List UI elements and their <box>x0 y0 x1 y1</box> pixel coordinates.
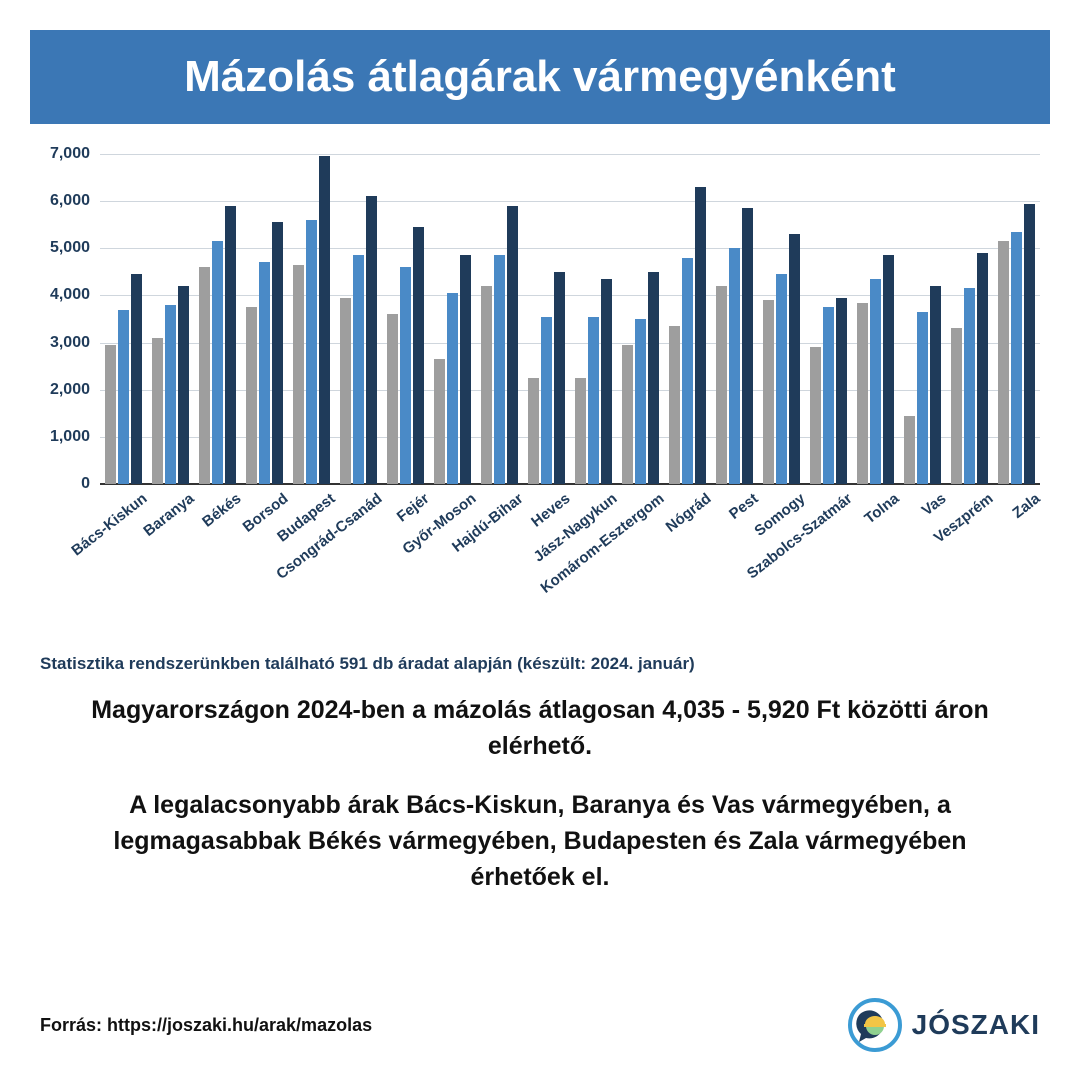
x-tick-label: Vas <box>918 490 949 519</box>
bar <box>635 319 646 484</box>
summary-line-2: A legalacsonyabb árak Bács-Kiskun, Baran… <box>60 787 1020 896</box>
bar <box>272 222 283 484</box>
bar <box>212 241 223 484</box>
bar <box>823 307 834 484</box>
title-bar: Mázolás átlagárak vármegyénként <box>30 30 1050 124</box>
bar <box>917 312 928 484</box>
y-tick-label: 7,000 <box>30 145 90 163</box>
bar <box>951 328 962 484</box>
bar <box>682 258 693 484</box>
bar <box>165 305 176 484</box>
summary-line-1: Magyarországon 2024-ben a mázolás átlago… <box>60 692 1020 765</box>
bar-chart: Bács-KiskunBaranyaBékésBorsodBudapestCso… <box>30 144 1050 634</box>
bar <box>776 274 787 484</box>
bar <box>413 227 424 484</box>
bar <box>447 293 458 484</box>
logo-icon <box>848 998 902 1052</box>
bar <box>810 347 821 484</box>
y-tick-label: 4,000 <box>30 286 90 304</box>
bar <box>695 187 706 484</box>
x-tick-label: Fejér <box>393 490 432 525</box>
bar <box>400 267 411 484</box>
bar <box>481 286 492 484</box>
y-tick-label: 0 <box>30 475 90 493</box>
y-tick-label: 2,000 <box>30 381 90 399</box>
bar <box>622 345 633 484</box>
bar <box>601 279 612 484</box>
bar <box>1024 204 1035 485</box>
bar <box>366 196 377 484</box>
bar <box>434 359 445 484</box>
bars-layer <box>100 154 1040 484</box>
bar <box>541 317 552 484</box>
bar <box>118 310 129 484</box>
x-tick-label: Nógrád <box>662 490 714 536</box>
x-tick-label: Tolna <box>861 490 902 527</box>
chart-container: Bács-KiskunBaranyaBékésBorsodBudapestCso… <box>30 144 1050 634</box>
bar <box>930 286 941 484</box>
bar <box>964 288 975 484</box>
bar <box>904 416 915 484</box>
bar <box>199 267 210 484</box>
y-tick-label: 3,000 <box>30 334 90 352</box>
bar <box>494 255 505 484</box>
bar <box>460 255 471 484</box>
bar <box>870 279 881 484</box>
bar <box>763 300 774 484</box>
bar <box>507 206 518 484</box>
bar <box>340 298 351 484</box>
bar <box>387 314 398 484</box>
page-title: Mázolás átlagárak vármegyénként <box>30 52 1050 102</box>
x-tick-label: Békés <box>199 490 244 531</box>
bar <box>789 234 800 484</box>
bar <box>131 274 142 484</box>
bar <box>1011 232 1022 484</box>
bar <box>225 206 236 484</box>
x-tick-label: Baranya <box>140 490 197 540</box>
y-tick-label: 5,000 <box>30 239 90 257</box>
source-label: Forrás: https://joszaki.hu/arak/mazolas <box>40 1015 372 1036</box>
bar <box>178 286 189 484</box>
brand-logo: JÓSZAKI <box>848 998 1040 1052</box>
x-tick-label: Bács-Kiskun <box>68 490 150 559</box>
chart-caption: Statisztika rendszerünkben található 591… <box>40 654 1040 674</box>
x-tick-label: Zala <box>1009 490 1043 522</box>
bar <box>883 255 894 484</box>
bar <box>152 338 163 484</box>
y-tick-label: 6,000 <box>30 192 90 210</box>
bar <box>554 272 565 484</box>
bar <box>319 156 330 484</box>
bar <box>293 265 304 484</box>
bar <box>528 378 539 484</box>
bar <box>259 262 270 484</box>
bar <box>105 345 116 484</box>
logo-text: JÓSZAKI <box>912 1009 1040 1041</box>
bar <box>353 255 364 484</box>
summary-text: Magyarországon 2024-ben a mázolás átlago… <box>60 692 1020 917</box>
bar <box>998 241 1009 484</box>
bar <box>648 272 659 484</box>
x-tick-label: Pest <box>726 490 761 523</box>
plot-area: Bács-KiskunBaranyaBékésBorsodBudapestCso… <box>100 154 1040 484</box>
bar <box>742 208 753 484</box>
bar <box>729 248 740 484</box>
bar <box>588 317 599 484</box>
bar <box>977 253 988 484</box>
bar <box>246 307 257 484</box>
bar <box>716 286 727 484</box>
bar <box>306 220 317 484</box>
bar <box>836 298 847 484</box>
bar <box>669 326 680 484</box>
bar <box>857 303 868 485</box>
bar <box>575 378 586 484</box>
y-tick-label: 1,000 <box>30 428 90 446</box>
